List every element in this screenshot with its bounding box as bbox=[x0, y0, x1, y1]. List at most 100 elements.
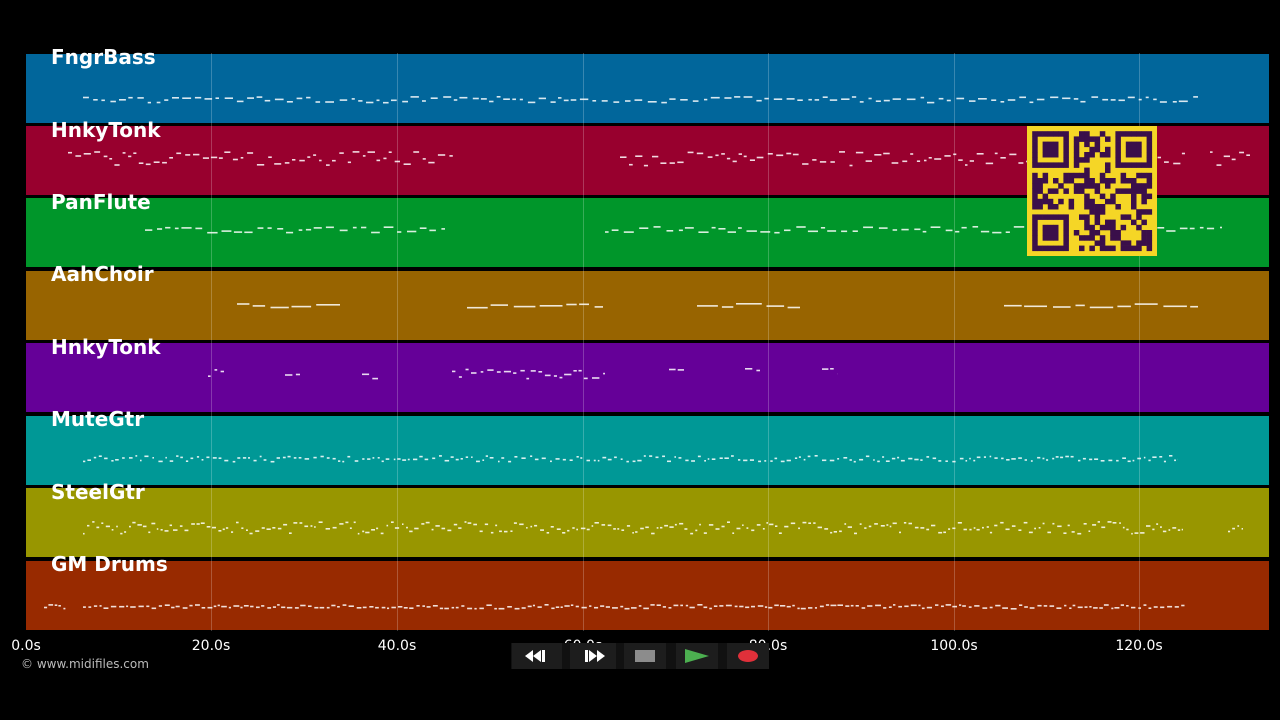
qr-module bbox=[1047, 224, 1054, 231]
qr-code-icon bbox=[1027, 126, 1157, 256]
qr-module bbox=[1105, 183, 1111, 189]
qr-module bbox=[1032, 193, 1038, 200]
qr-module bbox=[1136, 183, 1142, 189]
qr-module bbox=[1125, 131, 1132, 137]
qr-module bbox=[1073, 136, 1080, 142]
qr-module bbox=[1058, 198, 1064, 205]
qr-module bbox=[1141, 235, 1147, 241]
qr-module bbox=[1146, 146, 1153, 153]
qr-module bbox=[1037, 245, 1043, 252]
qr-module bbox=[1131, 183, 1137, 189]
stop-button[interactable] bbox=[624, 643, 666, 669]
qr-module bbox=[1099, 235, 1106, 241]
qr-module bbox=[1079, 214, 1085, 220]
qr-module bbox=[1042, 146, 1049, 153]
qr-module bbox=[1115, 131, 1121, 137]
qr-module bbox=[1032, 188, 1038, 194]
qr-module bbox=[1068, 204, 1075, 210]
qr-module bbox=[1136, 224, 1142, 231]
qr-module bbox=[1047, 230, 1054, 236]
qr-module bbox=[1042, 245, 1049, 252]
track-name: PanFlute bbox=[51, 190, 151, 214]
qr-module bbox=[1053, 230, 1059, 236]
qr-module bbox=[1110, 224, 1116, 231]
qr-module bbox=[1141, 230, 1147, 236]
qr-module bbox=[1084, 204, 1090, 210]
qr-module bbox=[1079, 235, 1085, 241]
time-axis-label: 100.0s bbox=[930, 638, 978, 654]
qr-module bbox=[1105, 146, 1111, 153]
qr-module bbox=[1084, 136, 1090, 142]
qr-module bbox=[1089, 204, 1095, 210]
qr-module bbox=[1141, 193, 1147, 200]
qr-module bbox=[1047, 141, 1054, 148]
qr-module bbox=[1110, 178, 1116, 184]
qr-module bbox=[1063, 178, 1069, 184]
qr-module bbox=[1094, 204, 1101, 210]
qr-module bbox=[1047, 152, 1054, 158]
qr-module bbox=[1042, 214, 1049, 220]
record-button[interactable] bbox=[727, 643, 769, 669]
qr-module bbox=[1136, 240, 1142, 246]
qr-module bbox=[1032, 240, 1038, 246]
qr-module bbox=[1053, 162, 1059, 168]
qr-module bbox=[1058, 162, 1064, 168]
qr-module bbox=[1115, 152, 1121, 158]
gridline bbox=[583, 53, 584, 631]
qr-module bbox=[1089, 198, 1095, 205]
qr-module bbox=[1125, 245, 1132, 252]
qr-module bbox=[1099, 172, 1106, 179]
qr-module bbox=[1099, 224, 1106, 231]
qr-module bbox=[1042, 162, 1049, 168]
qr-module bbox=[1146, 157, 1153, 163]
qr-module bbox=[1053, 146, 1059, 153]
qr-module bbox=[1089, 245, 1095, 252]
qr-module bbox=[1120, 224, 1127, 231]
qr-module bbox=[1032, 235, 1038, 241]
qr-module bbox=[1032, 183, 1038, 189]
qr-module bbox=[1141, 131, 1147, 137]
qr-module bbox=[1131, 146, 1137, 153]
qr-module bbox=[1053, 141, 1059, 148]
qr-module bbox=[1063, 152, 1069, 158]
qr-module bbox=[1125, 162, 1132, 168]
qr-module bbox=[1084, 193, 1090, 200]
qr-module bbox=[1146, 193, 1153, 200]
fast-forward-icon bbox=[585, 650, 605, 662]
qr-module bbox=[1073, 146, 1080, 153]
qr-module bbox=[1094, 188, 1101, 194]
qr-module bbox=[1094, 141, 1101, 148]
fast-forward-button[interactable] bbox=[570, 643, 616, 669]
qr-module bbox=[1047, 204, 1054, 210]
qr-module bbox=[1084, 167, 1090, 174]
track-name: SteelGtr bbox=[51, 480, 145, 504]
qr-module bbox=[1042, 152, 1049, 158]
track-name: HnkyTonk bbox=[51, 118, 161, 142]
track-lane-steelgtr bbox=[26, 488, 1269, 557]
copyright-text: © www.midifiles.com bbox=[21, 657, 149, 671]
qr-module bbox=[1094, 240, 1101, 246]
qr-module bbox=[1032, 204, 1038, 210]
qr-module bbox=[1063, 141, 1069, 148]
qr-module bbox=[1089, 230, 1095, 236]
qr-module bbox=[1099, 193, 1106, 200]
qr-module bbox=[1105, 136, 1111, 142]
qr-module bbox=[1131, 178, 1137, 184]
qr-module bbox=[1146, 183, 1153, 189]
qr-module bbox=[1032, 152, 1038, 158]
qr-module bbox=[1115, 146, 1121, 153]
qr-module bbox=[1053, 204, 1059, 210]
qr-module bbox=[1105, 224, 1111, 231]
qr-module bbox=[1042, 198, 1049, 205]
qr-module bbox=[1063, 245, 1069, 252]
rewind-button[interactable] bbox=[512, 643, 562, 669]
qr-module bbox=[1047, 146, 1054, 153]
play-button[interactable] bbox=[676, 643, 718, 669]
time-axis-label: 20.0s bbox=[191, 638, 231, 654]
qr-module bbox=[1037, 183, 1043, 189]
track-name: MuteGtr bbox=[51, 407, 145, 431]
qr-module bbox=[1084, 198, 1090, 205]
qr-module bbox=[1094, 214, 1101, 220]
gridline bbox=[768, 53, 769, 631]
